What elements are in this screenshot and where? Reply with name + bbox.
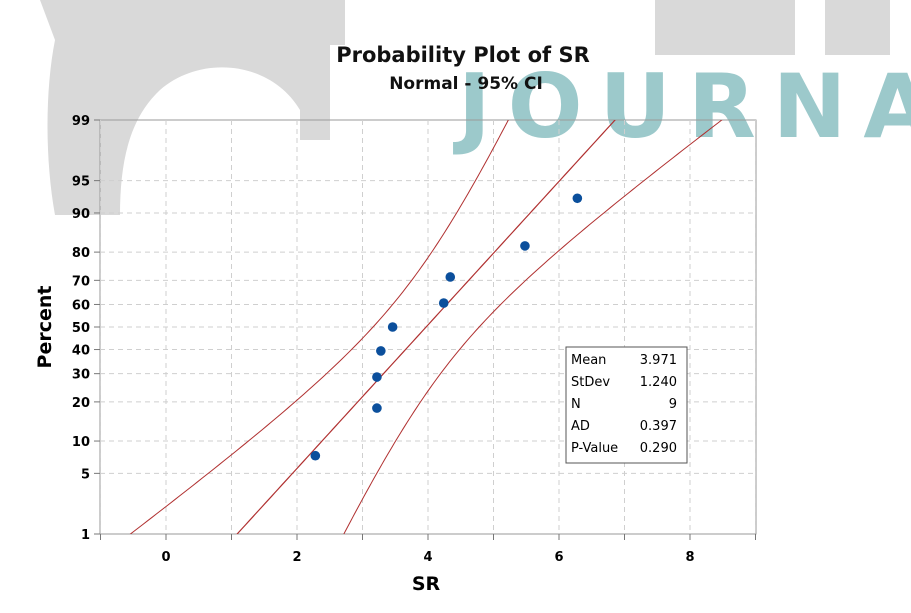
chart-subtitle: Normal - 95% CI <box>389 74 543 94</box>
data-point <box>310 450 321 461</box>
watermark-block-shape <box>825 0 890 55</box>
data-point <box>445 272 456 282</box>
watermark: JOURNAL <box>40 0 911 215</box>
x-tick-label: 8 <box>685 550 694 565</box>
data-points <box>310 193 583 461</box>
y-tick-label: 40 <box>72 344 90 359</box>
y-tick-label: 5 <box>81 467 90 482</box>
data-point <box>387 322 398 332</box>
watermark-block-shape <box>655 0 795 55</box>
y-tick-label: 99 <box>72 114 90 129</box>
stats-label: AD <box>571 419 590 434</box>
watermark-arc-shape <box>40 0 345 215</box>
y-tick-label: 30 <box>72 368 90 383</box>
stats-label: P-Value <box>571 441 618 456</box>
y-tick-label: 90 <box>72 207 90 222</box>
ci-band <box>129 120 723 534</box>
data-point <box>372 372 382 382</box>
grid-lines <box>100 120 756 534</box>
y-tick-label: 60 <box>72 298 90 313</box>
watermark-text: JOURNAL <box>453 55 911 158</box>
data-point <box>438 298 449 308</box>
stats-value: 1.240 <box>640 375 677 390</box>
ci-upper-bound <box>343 120 723 534</box>
stats-value: 0.290 <box>640 441 677 456</box>
y-tick-label: 95 <box>72 175 90 190</box>
x-axis-title: SR <box>412 573 441 595</box>
stats-legend-frame <box>565 346 688 464</box>
fit-line <box>236 120 616 534</box>
x-tick-label: 0 <box>161 550 170 565</box>
stats-value: 3.971 <box>640 353 677 368</box>
chart-title: Probability Plot of SR <box>336 43 590 67</box>
x-tick-label: 4 <box>423 550 432 565</box>
stats-legend: Mean 3.971 StDev 1.240 N 9 AD 0.397 P-Value 0.290 <box>565 346 688 464</box>
y-tick-label: 20 <box>72 396 90 411</box>
y-tick-label: 10 <box>72 435 90 450</box>
x-tick-label: 2 <box>292 550 301 565</box>
y-axis-title: Percent <box>34 286 56 369</box>
y-tick-label: 1 <box>81 528 90 543</box>
y-tick-label: 80 <box>72 246 90 261</box>
x-tick-label: 6 <box>554 550 563 565</box>
stats-value: 0.397 <box>640 419 677 434</box>
stats-value: 9 <box>669 397 677 412</box>
y-tick-label: 70 <box>72 274 90 289</box>
y-tick-label: 50 <box>72 321 90 336</box>
stats-label: N <box>571 397 581 412</box>
stats-label: StDev <box>571 375 610 390</box>
data-point <box>572 193 583 204</box>
axis-ticks: 0 2 4 6 8 1 5 10 20 30 40 50 60 70 80 90 95 99 <box>72 114 756 565</box>
data-point <box>372 403 382 413</box>
ci-lower-bound <box>129 120 509 534</box>
data-point <box>376 346 386 356</box>
data-point <box>520 241 530 251</box>
stats-label: Mean <box>571 353 606 368</box>
